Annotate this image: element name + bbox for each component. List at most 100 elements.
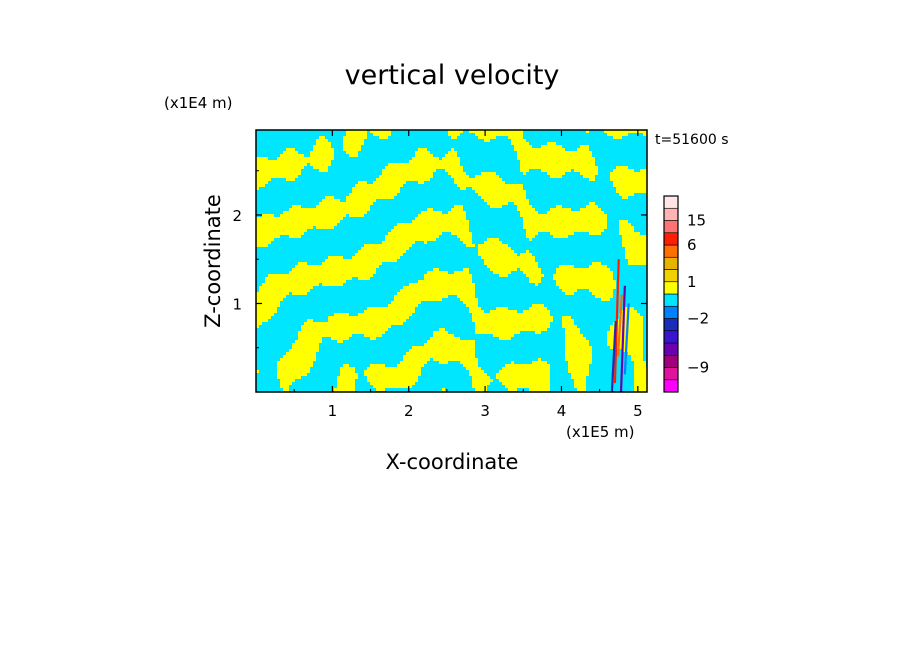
field-cell xyxy=(418,280,472,283)
field-cell xyxy=(475,328,547,331)
field-cell xyxy=(346,130,367,133)
field-cell xyxy=(328,316,409,319)
field-cell xyxy=(313,148,334,151)
field-cell xyxy=(313,145,331,148)
field-cell xyxy=(634,373,647,376)
wave-packet-stroke xyxy=(619,285,626,392)
field-cell xyxy=(613,184,647,187)
field-cell xyxy=(463,364,478,367)
field-cell xyxy=(316,226,334,229)
field-cell xyxy=(634,385,647,388)
field-cell xyxy=(520,253,532,256)
wave-packet-stroke xyxy=(613,259,620,384)
field-cell xyxy=(610,175,647,178)
field-cell xyxy=(265,277,352,280)
field-cell xyxy=(382,172,433,175)
field-cell xyxy=(631,358,643,361)
field-cell xyxy=(487,265,538,268)
field-cell xyxy=(349,214,364,217)
field-cell xyxy=(463,301,478,304)
field-cell xyxy=(352,187,400,190)
field-cell xyxy=(547,142,556,145)
field-cell xyxy=(457,184,523,187)
field-cell xyxy=(256,370,259,373)
field-cell xyxy=(451,208,463,211)
field-cell xyxy=(583,175,595,178)
field-cell xyxy=(589,202,595,205)
colorbar-swatch xyxy=(663,354,679,368)
colorbar-label: −2 xyxy=(687,310,709,328)
field-cell xyxy=(604,130,647,133)
field-cell xyxy=(373,133,391,136)
x-tick-label: 3 xyxy=(480,402,490,420)
field-cell xyxy=(565,331,580,334)
field-cell xyxy=(490,268,517,271)
field-cell xyxy=(580,172,598,175)
field-cell xyxy=(475,331,520,334)
field-cell xyxy=(409,160,460,163)
field-cell xyxy=(256,319,268,322)
field-cell xyxy=(613,181,647,184)
field-cell xyxy=(256,325,259,328)
field-cell xyxy=(460,298,478,301)
field-cell xyxy=(607,340,643,343)
field-cell xyxy=(556,268,610,271)
field-cell xyxy=(565,292,574,295)
field-cell xyxy=(409,349,475,352)
field-cell xyxy=(502,382,550,385)
field-cell xyxy=(313,166,328,169)
field-cell xyxy=(352,256,400,259)
velocity-field xyxy=(256,130,647,392)
field-cell xyxy=(364,244,412,247)
field-cell xyxy=(298,334,352,337)
field-cell xyxy=(562,325,577,328)
field-cell xyxy=(292,343,319,346)
field-cell xyxy=(562,289,577,292)
field-cell xyxy=(487,238,499,241)
field-cell xyxy=(532,361,547,364)
field-cell xyxy=(469,130,523,133)
field-cell xyxy=(619,226,634,229)
field-cell xyxy=(280,379,295,382)
field-cell xyxy=(607,133,628,136)
field-cell xyxy=(421,211,442,214)
field-cell xyxy=(292,292,307,295)
field-cell xyxy=(403,358,430,361)
field-cell xyxy=(415,151,430,154)
field-cell xyxy=(565,337,586,340)
field-cell xyxy=(487,202,508,205)
field-cell xyxy=(526,229,604,232)
field-cell xyxy=(400,289,475,292)
field-cell xyxy=(301,328,388,331)
field-cell xyxy=(256,304,280,307)
x-axis: 1 2 3 4 5 xyxy=(293,130,643,420)
field-cell xyxy=(403,355,475,358)
field-cell xyxy=(328,319,406,322)
field-cell xyxy=(256,310,277,313)
field-cell xyxy=(379,175,433,178)
field-cell xyxy=(442,157,460,160)
field-cell xyxy=(385,235,439,238)
field-cell xyxy=(376,178,430,181)
field-cell xyxy=(448,172,466,175)
field-cell xyxy=(445,169,463,172)
colorbar-swatch xyxy=(663,269,679,283)
field-cell xyxy=(565,334,583,337)
field-cell xyxy=(619,229,634,232)
field-cell xyxy=(469,310,484,313)
colorbar-swatch xyxy=(663,379,679,393)
field-cell xyxy=(340,367,355,370)
x-tick-label: 1 xyxy=(328,402,338,420)
field-cell xyxy=(301,325,391,328)
field-cell xyxy=(586,205,598,208)
field-cell xyxy=(517,151,592,154)
field-cell xyxy=(526,274,544,277)
field-cell xyxy=(523,220,607,223)
field-cell xyxy=(451,136,457,139)
field-cell xyxy=(496,373,550,376)
field-cell xyxy=(412,220,469,223)
field-cell xyxy=(256,226,313,229)
field-cell xyxy=(589,232,601,235)
field-cell xyxy=(517,157,595,160)
field-cell xyxy=(478,193,526,196)
